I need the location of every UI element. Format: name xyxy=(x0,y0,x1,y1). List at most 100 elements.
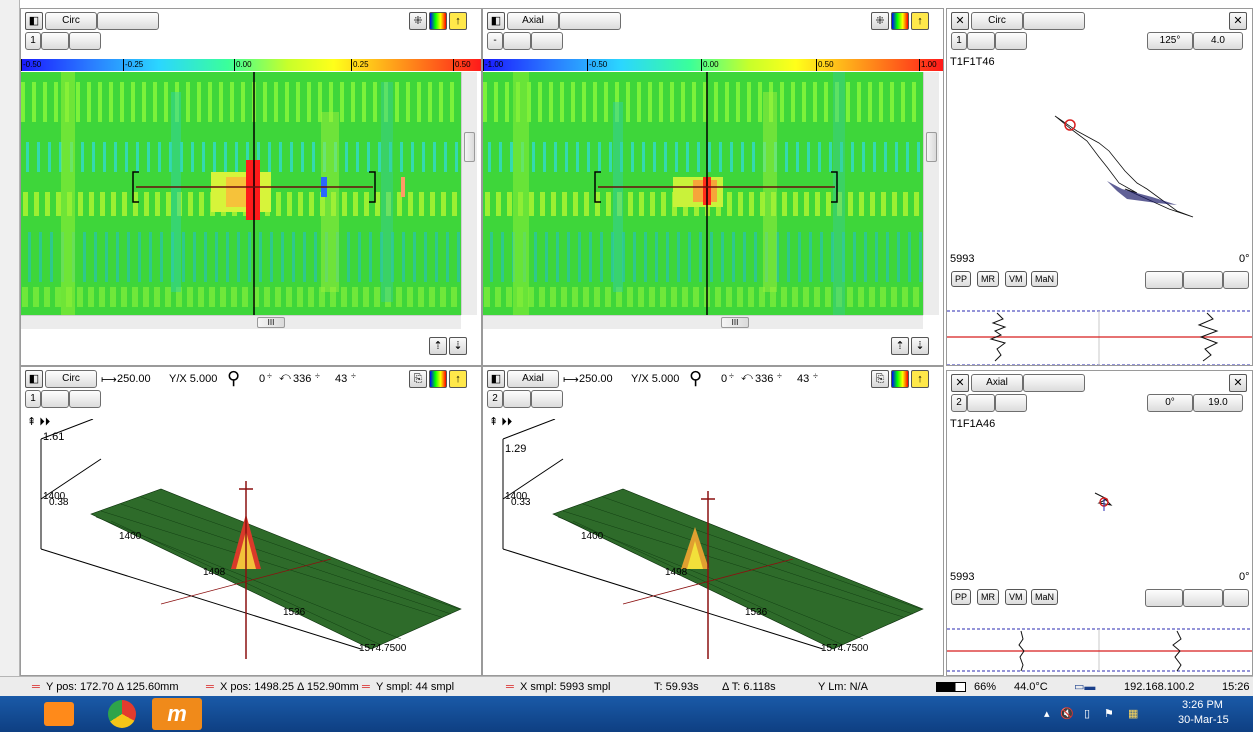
strip-chart[interactable] xyxy=(947,309,1253,366)
cursor-up-icon[interactable]: ↑ xyxy=(449,12,467,30)
blank-button[interactable] xyxy=(69,32,101,50)
zoom-in-icon[interactable]: ⇡ xyxy=(429,337,447,355)
blank-button[interactable] xyxy=(967,394,995,412)
tag-vm[interactable]: VM xyxy=(1005,271,1027,287)
blank-button[interactable] xyxy=(531,390,563,408)
blank-button[interactable] xyxy=(967,32,995,50)
channel-button[interactable]: 1 xyxy=(951,32,967,50)
close-icon[interactable]: ✕ xyxy=(951,374,969,392)
color-palette-icon[interactable] xyxy=(429,12,447,30)
blank-button[interactable] xyxy=(41,390,69,408)
color-palette-icon[interactable] xyxy=(429,370,447,388)
spin-value[interactable]: 43 xyxy=(797,373,810,385)
zoom-out-icon[interactable]: ⇣ xyxy=(911,337,929,355)
tag-mr[interactable]: MR xyxy=(977,271,999,287)
color-palette-icon[interactable] xyxy=(891,370,909,388)
angle-button[interactable]: 0° xyxy=(1147,394,1193,412)
palette-select-icon[interactable]: ⁜ xyxy=(871,12,889,30)
zoom-in-icon[interactable]: ⇡ xyxy=(891,337,909,355)
blank-button[interactable] xyxy=(531,32,563,50)
blank-button[interactable] xyxy=(1223,271,1249,289)
blank-button[interactable] xyxy=(1023,12,1085,30)
spin-arrows-icon[interactable]: ÷ xyxy=(777,371,782,381)
panel-menu-icon[interactable]: ◧ xyxy=(487,370,505,388)
battery-tray-icon[interactable]: ▯ xyxy=(1084,708,1091,720)
blank-button[interactable] xyxy=(1023,374,1085,392)
channel-button[interactable]: 1 xyxy=(25,32,41,50)
scroll-thumb[interactable]: III xyxy=(721,317,749,328)
blank-button[interactable] xyxy=(503,32,531,50)
tag-man[interactable]: MaN xyxy=(1031,589,1059,605)
magnifier-icon[interactable]: ⚲ xyxy=(689,368,703,388)
horizontal-scrollbar[interactable]: III xyxy=(483,315,923,329)
spin-value[interactable]: 0 xyxy=(259,373,266,385)
app-m-icon[interactable]: m xyxy=(152,698,202,730)
rotate-icon[interactable]: ⤺ xyxy=(279,371,291,383)
copy-icon[interactable]: ⎘ xyxy=(871,370,889,388)
expand-icon[interactable]: ⇞ ⏵⏵ xyxy=(27,416,51,428)
spin-value[interactable]: 0 xyxy=(721,373,728,385)
spin-value[interactable]: 336 xyxy=(755,373,774,385)
spin-arrows-icon[interactable]: ÷ xyxy=(315,371,320,381)
blank-button[interactable] xyxy=(1183,271,1223,289)
cscan-image[interactable] xyxy=(483,72,923,315)
blank-button[interactable] xyxy=(995,32,1027,50)
cursor-up-icon[interactable]: ↑ xyxy=(911,12,929,30)
blank-button[interactable] xyxy=(995,394,1027,412)
scroll-thumb[interactable]: III xyxy=(257,317,285,328)
spin-arrows-icon[interactable]: ÷ xyxy=(351,371,356,381)
span-button[interactable]: 4.0 xyxy=(1193,32,1243,50)
blank-button[interactable] xyxy=(1145,589,1183,607)
zoom-out-icon[interactable]: ⇣ xyxy=(449,337,467,355)
panel-menu-icon[interactable]: ◧ xyxy=(487,12,505,30)
isometric-plot[interactable]: 1400 0.38 1400 1498 1536 1574.7500 xyxy=(21,419,482,676)
isometric-plot[interactable]: 1400 0.33 1400 1498 1536 1574.7500 xyxy=(483,419,944,676)
strip-chart[interactable] xyxy=(947,627,1253,676)
lissajous-plot[interactable] xyxy=(947,71,1247,261)
close-icon[interactable]: ✕ xyxy=(1229,12,1247,30)
mode-button[interactable]: Axial xyxy=(971,374,1023,392)
blank-button[interactable] xyxy=(503,390,531,408)
spin-arrows-icon[interactable]: ÷ xyxy=(729,371,734,381)
spin-value[interactable]: 336 xyxy=(293,373,312,385)
spin-arrows-icon[interactable]: ÷ xyxy=(813,371,818,381)
channel-button[interactable]: 2 xyxy=(951,394,967,412)
blank-button[interactable] xyxy=(69,390,101,408)
mode-button[interactable]: Circ xyxy=(45,370,97,388)
cursor-up-icon[interactable]: ↑ xyxy=(911,370,929,388)
panel-menu-icon[interactable]: ◧ xyxy=(25,12,43,30)
scroll-thumb[interactable] xyxy=(464,132,475,162)
lissajous-plot[interactable] xyxy=(947,433,1247,573)
panel-menu-icon[interactable]: ◧ xyxy=(25,370,43,388)
magnifier-icon[interactable]: ⚲ xyxy=(227,368,241,388)
mode-button[interactable]: Axial xyxy=(507,12,559,30)
scroll-thumb[interactable] xyxy=(926,132,937,162)
media-app-icon[interactable] xyxy=(44,702,74,726)
expand-icon[interactable]: ⇞ ⏵⏵ xyxy=(489,416,513,428)
mode-button[interactable]: Circ xyxy=(45,12,97,30)
close-icon[interactable]: ✕ xyxy=(1229,374,1247,392)
cursor-up-icon[interactable]: ↑ xyxy=(449,370,467,388)
blank-button[interactable] xyxy=(1183,589,1223,607)
tag-vm[interactable]: VM xyxy=(1005,589,1027,605)
spin-value[interactable]: 43 xyxy=(335,373,348,385)
color-palette-icon[interactable] xyxy=(891,12,909,30)
blank-button[interactable] xyxy=(1223,589,1249,607)
blank-button[interactable] xyxy=(1145,271,1183,289)
speaker-icon[interactable]: 🔇 xyxy=(1060,708,1074,720)
cscan-image[interactable] xyxy=(21,72,461,315)
horizontal-scrollbar[interactable]: III xyxy=(21,315,461,329)
tag-pp[interactable]: PP xyxy=(951,271,972,287)
flag-icon[interactable]: ⚑ xyxy=(1104,708,1114,720)
channel-button[interactable]: 1 xyxy=(25,390,41,408)
blank-button[interactable] xyxy=(41,32,69,50)
vertical-scrollbar[interactable] xyxy=(923,72,939,315)
mode-button[interactable]: Circ xyxy=(971,12,1023,30)
blank-button[interactable] xyxy=(559,12,621,30)
tray-arrow-icon[interactable]: ▴ xyxy=(1044,708,1050,720)
tag-pp[interactable]: PP xyxy=(951,589,972,605)
palette-select-icon[interactable]: ⁜ xyxy=(409,12,427,30)
rotate-icon[interactable]: ⤺ xyxy=(741,371,753,383)
close-icon[interactable]: ✕ xyxy=(951,12,969,30)
vertical-scrollbar[interactable] xyxy=(461,72,477,315)
